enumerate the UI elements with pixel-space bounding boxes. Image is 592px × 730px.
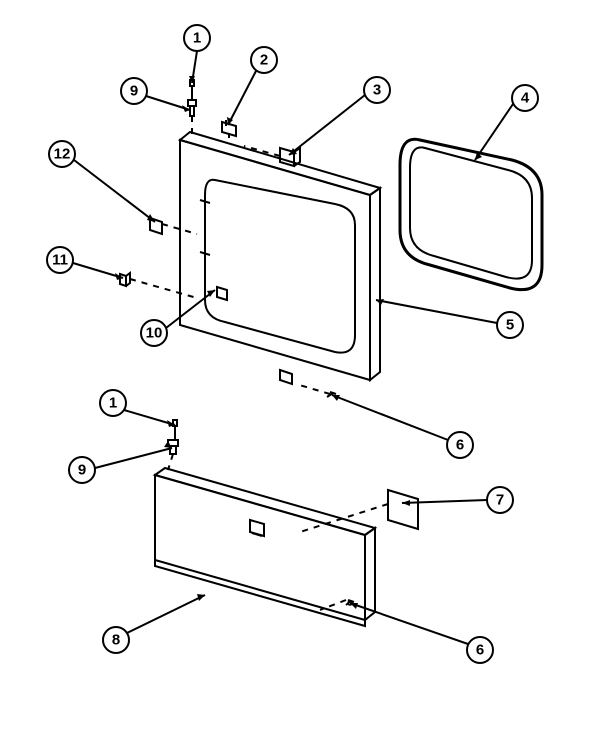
top-hardware xyxy=(188,80,236,136)
callout-4: 4 xyxy=(512,85,538,111)
callout-label: 11 xyxy=(52,252,68,269)
callout-1-top: 1 xyxy=(184,25,210,51)
card-7 xyxy=(388,490,418,529)
leader-lines xyxy=(73,51,513,644)
callout-label: 2 xyxy=(260,52,268,69)
callout-label: 5 xyxy=(506,317,514,334)
callout-3: 3 xyxy=(364,77,390,103)
callout-label: 6 xyxy=(476,642,484,659)
callout-label: 10 xyxy=(146,325,163,342)
gasket xyxy=(400,139,542,289)
callout-6-lower: 6 xyxy=(467,637,493,663)
small-parts-upper xyxy=(120,218,162,286)
callout-label: 12 xyxy=(54,146,71,163)
callout-5: 5 xyxy=(497,312,523,338)
callout-8: 8 xyxy=(103,627,129,653)
callout-label: 1 xyxy=(193,30,201,47)
callout-label: 8 xyxy=(112,632,120,649)
callout-9-top: 9 xyxy=(121,78,147,104)
callout-9-lower: 9 xyxy=(69,457,95,483)
callout-12: 12 xyxy=(49,141,75,167)
callout-label: 3 xyxy=(373,82,381,99)
callout-1-lower: 1 xyxy=(100,390,126,416)
dashes-upper xyxy=(130,94,330,394)
callouts: 1 2 9 3 4 12 11 10 xyxy=(47,25,538,663)
exploded-diagram: 1 2 9 3 4 12 11 10 xyxy=(0,0,592,730)
callout-label: 9 xyxy=(78,462,86,479)
callout-label: 9 xyxy=(130,83,138,100)
callout-label: 6 xyxy=(456,437,464,454)
callout-label: 4 xyxy=(521,90,530,107)
callout-10: 10 xyxy=(141,320,167,346)
callout-7: 7 xyxy=(487,487,513,513)
callout-2: 2 xyxy=(251,47,277,73)
callout-11: 11 xyxy=(47,247,73,273)
bracket-3 xyxy=(280,148,300,166)
callout-label: 7 xyxy=(496,492,504,509)
panel-upper xyxy=(180,132,380,384)
callout-6-upper: 6 xyxy=(447,432,473,458)
callout-label: 1 xyxy=(109,395,117,412)
